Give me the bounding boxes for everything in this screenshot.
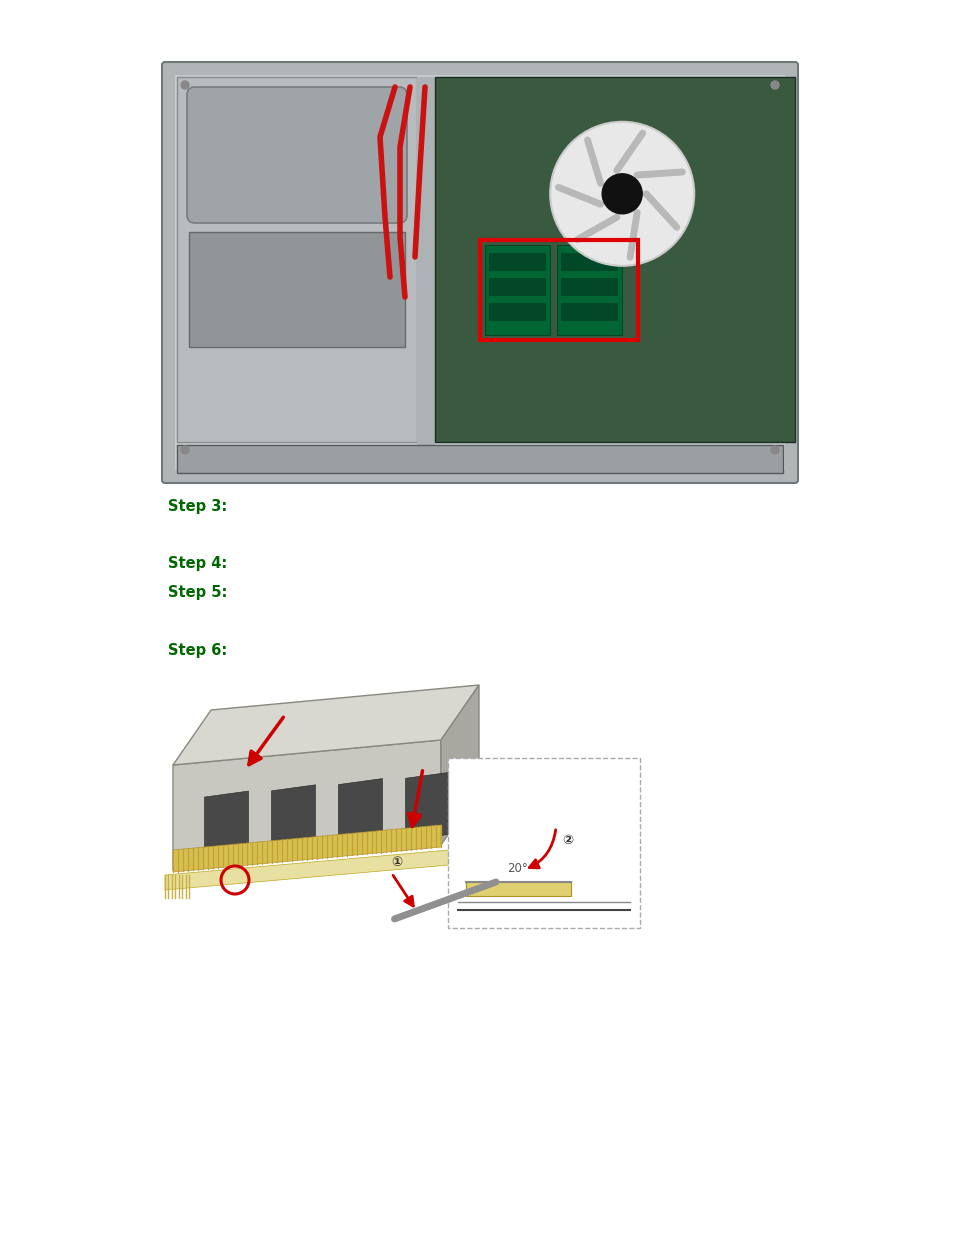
Bar xyxy=(489,253,545,270)
Bar xyxy=(560,278,618,296)
Polygon shape xyxy=(172,740,440,869)
Bar xyxy=(484,245,550,335)
Circle shape xyxy=(601,174,641,214)
Text: ①: ① xyxy=(391,856,402,869)
Polygon shape xyxy=(405,772,449,840)
Text: Step 5:: Step 5: xyxy=(168,585,227,600)
Bar xyxy=(177,445,782,473)
Bar xyxy=(177,77,416,442)
Circle shape xyxy=(181,82,189,89)
Bar xyxy=(416,77,435,464)
Circle shape xyxy=(770,446,779,454)
Text: ②: ② xyxy=(561,834,573,846)
Text: Step 4:: Step 4: xyxy=(168,556,227,571)
FancyBboxPatch shape xyxy=(162,62,797,483)
Bar xyxy=(560,303,618,321)
Polygon shape xyxy=(172,685,478,764)
Bar xyxy=(174,75,784,471)
Circle shape xyxy=(770,82,779,89)
Bar xyxy=(435,77,794,442)
Polygon shape xyxy=(440,685,478,845)
Circle shape xyxy=(550,122,694,266)
Bar xyxy=(479,240,638,340)
Bar xyxy=(465,882,571,897)
Bar xyxy=(489,278,545,296)
Polygon shape xyxy=(338,778,382,846)
Text: Step 3:: Step 3: xyxy=(168,499,227,514)
FancyBboxPatch shape xyxy=(187,86,407,224)
FancyBboxPatch shape xyxy=(448,758,639,927)
Polygon shape xyxy=(204,792,248,860)
Bar xyxy=(560,253,618,270)
Circle shape xyxy=(181,446,189,454)
Polygon shape xyxy=(172,825,440,872)
Polygon shape xyxy=(165,850,449,890)
Bar xyxy=(489,303,545,321)
Polygon shape xyxy=(272,784,315,853)
Bar xyxy=(189,232,405,347)
Text: Step 6:: Step 6: xyxy=(168,643,227,658)
Text: 20°: 20° xyxy=(507,862,528,874)
Bar xyxy=(557,245,621,335)
